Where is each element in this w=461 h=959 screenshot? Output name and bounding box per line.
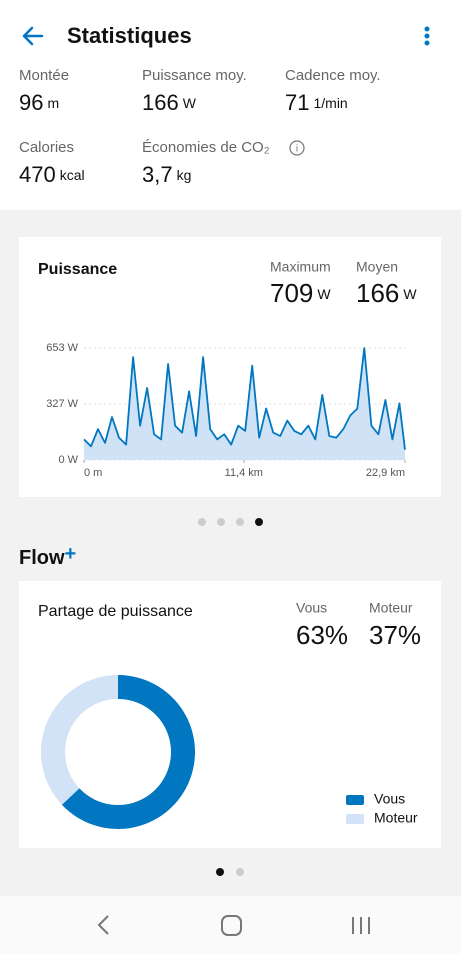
pager-dot[interactable] [236,868,244,876]
summary-label: Moyen [356,259,398,275]
menu-dot [424,40,430,46]
unit: W [317,286,331,302]
unit: m [47,95,59,111]
value: 166 [142,90,179,115]
menu-dot [424,26,430,32]
app-bar [0,0,461,66]
pager-dot[interactable] [236,518,244,526]
info-glyph: i [296,144,298,155]
share-value: 37% [369,620,421,650]
y-tick-label: 653 W [46,342,78,354]
stat-value: 166 W [142,90,197,115]
nav-bar [0,896,461,954]
brand-mark: + [65,543,77,565]
nav-home[interactable] [221,915,242,936]
stat-value: 3,7 kg [142,162,191,187]
card-title: Partage de puissance [38,603,193,620]
value: 166 [356,278,399,308]
stat-label: Calories [19,139,74,156]
share-value: 63% [296,620,348,650]
legend-swatch [346,795,364,805]
area [84,348,405,460]
menu-dot [424,33,430,39]
unit: kg [177,167,192,183]
pager [216,868,244,876]
donut-slice [41,675,119,805]
flow-heading: Flow+ [19,543,76,569]
legend-label: Vous [374,791,405,807]
x-tick-label: 11,4 km [225,467,263,479]
nav-back[interactable] [97,915,109,935]
brand: Flow [19,547,65,569]
share-label: Moteur [369,600,413,616]
unit: kcal [60,167,85,183]
pager [198,518,263,526]
pager-dot[interactable] [255,518,263,526]
x-tick-label: 0 m [84,467,102,479]
summary-label: Maximum [270,259,331,275]
menu-button[interactable] [424,26,430,46]
stat-value: 470 kcal [19,162,85,187]
pager-dot[interactable] [216,868,224,876]
pager-dot[interactable] [217,518,225,526]
stat-label: Économies de CO₂ [142,139,270,156]
stat-label: Cadence moy. [285,67,381,84]
nav-recents[interactable] [352,917,370,934]
stat-value: 96 m [19,90,59,115]
line [83,347,406,450]
unit: 1/min [313,95,347,111]
value: 3,7 [142,162,173,187]
donut-slice [61,674,196,829]
stat-value: 71 1/min [285,90,348,115]
unit: W [183,95,197,111]
info-icon[interactable] [289,140,305,156]
legend-label: Moteur [374,810,418,826]
value: 71 [285,90,309,115]
summary-value: 166 W [356,278,417,308]
page-title: Statistiques [67,23,192,48]
stat-label: Montée [19,67,69,84]
value: 96 [19,90,43,115]
value: 470 [19,162,56,187]
back-button[interactable] [22,26,44,46]
unit: W [403,286,417,302]
stat-label: Puissance moy. [142,67,247,84]
y-tick-label: 0 W [58,454,78,466]
card-title: Puissance [38,261,117,278]
value: 709 [270,278,313,308]
pager-dot[interactable] [198,518,206,526]
share-label: Vous [296,600,327,616]
x-tick-label: 22,9 km [366,467,405,479]
legend-swatch [346,814,364,824]
y-tick-label: 327 W [46,398,78,410]
summary-value: 709 W [270,278,331,308]
